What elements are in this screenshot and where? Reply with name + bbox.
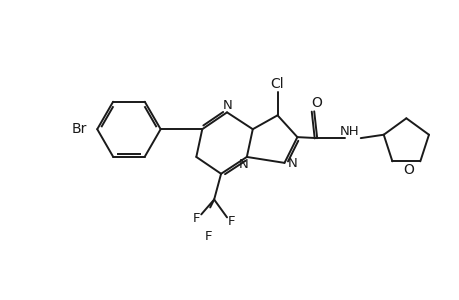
- Text: NH: NH: [339, 125, 359, 138]
- Text: Cl: Cl: [270, 76, 284, 91]
- Text: O: O: [310, 96, 321, 110]
- Text: N: N: [223, 99, 232, 112]
- Text: Br: Br: [72, 122, 87, 136]
- Text: O: O: [402, 163, 413, 177]
- Text: F: F: [192, 212, 200, 225]
- Text: N: N: [287, 158, 297, 170]
- Text: N: N: [239, 158, 248, 171]
- Text: F: F: [204, 230, 212, 243]
- Text: F: F: [228, 215, 235, 228]
